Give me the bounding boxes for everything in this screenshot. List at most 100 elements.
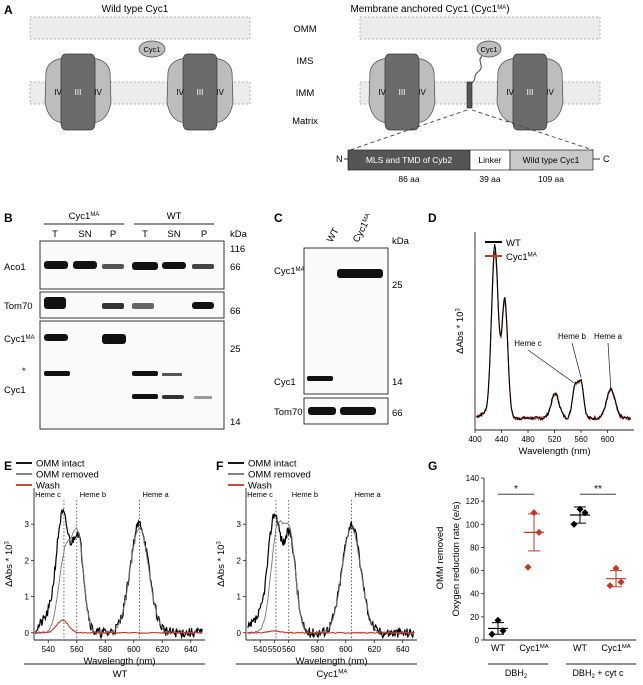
plot-f-x-tick-label-6: 640 [396, 645, 410, 654]
g-point-3-0 [606, 582, 614, 590]
plot-e-heme-label-1: Heme b [80, 490, 106, 499]
d-line-wt [476, 244, 631, 421]
plot-e-y-tick-label-1: 1 [25, 593, 30, 602]
blot-c-row-cyc1ma: Cyc1MA [274, 266, 305, 277]
band-b-aco1-6 [192, 264, 214, 269]
plot-f-x-tick-label-5: 620 [368, 645, 382, 654]
d-annotation-arrow-2 [607, 342, 612, 388]
svg-text:IV: IV [54, 88, 62, 97]
band-b-aco1-2 [73, 261, 97, 269]
construct-len-3: 109 aa [538, 174, 564, 184]
g-point-1-0 [524, 563, 532, 571]
band-b-cyc1-5 [162, 395, 184, 399]
d-x-tick-label-5: 600 [601, 435, 615, 444]
svg-text:III: III [197, 88, 204, 97]
lane-c-wt: WT [325, 226, 342, 244]
plot-e-y-tick-label-3: 3 [25, 520, 30, 529]
blot-b-marker-14: 14 [230, 417, 241, 428]
label-ims: IMS [297, 56, 314, 67]
plot-e-bottom-label: WT [113, 669, 128, 680]
cyc1-free [138, 40, 166, 58]
band-c-tom70-2 [340, 407, 376, 415]
band-b-cyc1ma-1 [44, 334, 68, 341]
g-y-tick-label-0: 0 [475, 636, 480, 645]
blot-b-row-tom70: Tom70 [4, 301, 33, 312]
lane-c-ma: Cyc1MA [351, 212, 375, 244]
plot-f-x-tick-label-2: 560 [282, 645, 296, 654]
g-point-0-2 [494, 616, 502, 624]
supercomplex-4: IV III IV [496, 53, 564, 131]
d-legend-label-0: WT [506, 238, 521, 249]
d-x-tick-label-0: 400 [468, 435, 482, 444]
linker-squiggle [469, 55, 483, 85]
plot-e-y-tick-label-0: 0 [25, 629, 30, 638]
cyc1-anchored-label: Cyc1 [480, 45, 497, 54]
plot-e-y-label: ΔAbs * 103 [4, 541, 15, 587]
blot-b-marker-116: 116 [230, 244, 245, 255]
lane-b-5: SN [167, 229, 180, 240]
blot-c-kda: kDa [392, 236, 410, 247]
blot-b-marker-66b: 66 [230, 306, 241, 317]
g-point-1-2 [530, 509, 538, 517]
band-b-tom70-3 [102, 303, 124, 309]
g-y-tick-label-7: 140 [466, 474, 480, 483]
lane-b-4: T [142, 229, 148, 240]
construct-len-1: 86 aa [398, 174, 420, 184]
blot-b-group-ma: Cyc1MA [69, 211, 100, 222]
d-annotation-0: Heme c [514, 339, 542, 348]
plot-f-x-tick-label-3: 580 [311, 645, 325, 654]
band-b-cyc1-4 [132, 394, 158, 399]
panel-a-title-ma: Membrane anchored Cyc1 (Cyc1MA) [350, 4, 509, 15]
label-omm: OMM [293, 24, 316, 35]
plot-f-y-tick-label-0: 0 [237, 629, 242, 638]
g-y-tick-label-2: 40 [470, 590, 479, 599]
plot-e-x-tick-label-5: 640 [184, 645, 198, 654]
d-annotation-1: Heme b [558, 332, 587, 341]
plot-e-x-tick-label-1: 560 [70, 645, 84, 654]
band-b-tom70-4 [132, 303, 154, 309]
blot-b-row-cyc1: Cyc1 [4, 385, 26, 396]
plot-e-line-removed [35, 526, 203, 635]
d-annotation-arrow-0 [527, 349, 575, 384]
plot-e-legend-label-0: OMM intact [36, 459, 85, 470]
supercomplex-1: IV III IV [44, 53, 112, 131]
band-b-tom70-6 [192, 302, 214, 309]
plot-f-x-tick-label-0: 540 [254, 645, 268, 654]
plot-f-heme-label-1: Heme b [292, 490, 318, 499]
g-point-1-1 [535, 528, 543, 536]
plot-e-heme-label-2: Heme a [142, 490, 169, 499]
band-b-aco1-3 [102, 264, 124, 269]
svg-text:IV: IV [216, 88, 224, 97]
blot-c-row-tom70: Tom70 [274, 407, 303, 418]
plot-f-y-tick-label-1: 1 [237, 593, 242, 602]
blot-b-bands [44, 261, 214, 399]
blot-b-row-cyc1ma: Cyc1MA [4, 334, 35, 345]
g-point-3-2 [612, 564, 620, 572]
g-sig-label-0: * [514, 484, 518, 495]
plot-e-x-tick-label-3: 600 [127, 645, 141, 654]
construct-n-term: N [336, 154, 343, 164]
plot-f-y-label: ΔAbs * 103 [216, 541, 227, 587]
g-sig-label-1: ** [594, 484, 602, 495]
blot-c-marker-25: 25 [392, 280, 403, 291]
construct-cyc1-label: Wild type Cyc1 [523, 155, 580, 165]
band-b-aco1-5 [162, 262, 186, 269]
svg-text:IV: IV [94, 88, 102, 97]
plot-f-bottom-label: Cyc1MA [317, 669, 349, 680]
band-b-cyc1-6 [194, 396, 212, 399]
plot-d: 400 440 480 520 560 600 Wavelength (nm) ΔAbs * … [455, 232, 634, 457]
svg-text:III: III [75, 88, 82, 97]
d-x-tick-label-3: 520 [548, 435, 562, 444]
g-category-3: Cyc1MA [601, 643, 630, 653]
plot-e-line-intact [34, 508, 203, 640]
g-y-tick-label-6: 120 [466, 497, 480, 506]
construct-linker-label: Linker [478, 155, 501, 165]
plot-f-heme-label-2: Heme a [354, 490, 381, 499]
plot-f-legend-label-1: OMM removed [248, 470, 311, 481]
blot-b-group-wt: WT [167, 211, 182, 222]
omm-band-ma [359, 16, 601, 40]
g-category-0: WT [491, 643, 505, 653]
svg-text:IV: IV [418, 88, 426, 97]
plot-e-heme-label-0: Heme c [35, 490, 61, 499]
